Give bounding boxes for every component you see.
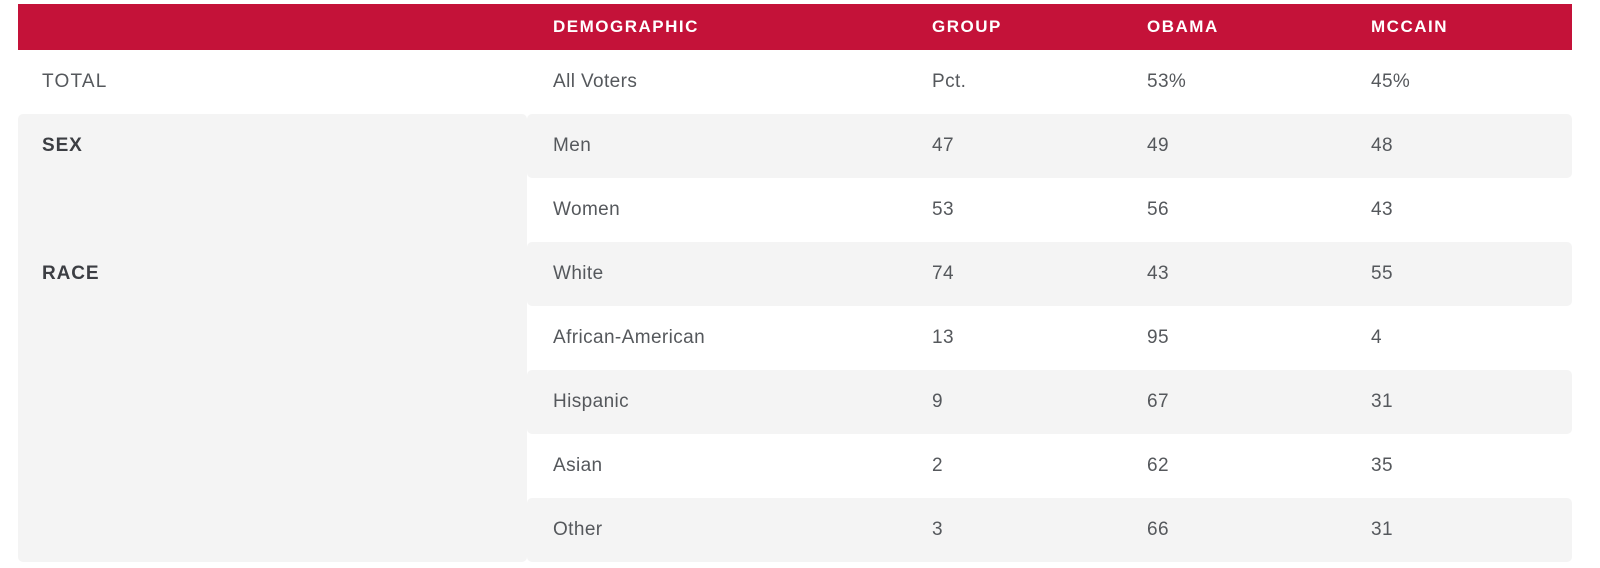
row-data-cells: All Voters Pct. 53% 45%: [527, 50, 1572, 114]
demographic-cell: Asian: [553, 455, 603, 476]
group-pct-cell: 3: [932, 519, 943, 540]
obama-cell: 66: [1147, 519, 1169, 540]
section-label: RACE: [42, 263, 100, 284]
table-row: SEX Men 47 49 48: [18, 114, 1572, 178]
obama-cell: 49: [1147, 135, 1169, 156]
column-header-mccain: MCCAIN: [1371, 17, 1448, 36]
mccain-cell: 55: [1371, 263, 1393, 284]
demographic-cell: Hispanic: [553, 391, 630, 412]
table-row: TOTAL All Voters Pct. 53% 45%: [18, 50, 1572, 114]
row-data-cells: Men 47 49 48: [527, 114, 1572, 178]
obama-cell: 62: [1147, 455, 1169, 476]
row-data-cells: Women 53 56 43: [527, 178, 1572, 242]
table-row: Women 53 56 43: [18, 178, 1572, 242]
section-label: [18, 434, 527, 498]
exit-poll-table: DEMOGRAPHIC GROUP OBAMA MCCAIN TOTAL All …: [18, 4, 1572, 562]
mccain-cell: 35: [1371, 455, 1393, 476]
column-header-group: GROUP: [932, 17, 1002, 36]
row-data-cells: Other 3 66 31: [527, 498, 1572, 562]
demographic-cell: African-American: [553, 327, 706, 348]
mccain-cell: 43: [1371, 199, 1393, 220]
table-row: RACE White 74 43 55: [18, 242, 1572, 306]
demographic-cell: Other: [553, 519, 603, 540]
group-pct-cell: 2: [932, 455, 943, 476]
column-header-obama: OBAMA: [1147, 17, 1219, 36]
obama-cell: 43: [1147, 263, 1169, 284]
demographic-cell: Men: [553, 135, 592, 156]
row-data-cells: Hispanic 9 67 31: [527, 370, 1572, 434]
mccain-cell: 48: [1371, 135, 1393, 156]
row-data-cells: White 74 43 55: [527, 242, 1572, 306]
demographic-cell: Women: [553, 199, 621, 220]
group-pct-cell: 74: [932, 263, 954, 284]
obama-cell: 95: [1147, 327, 1169, 348]
mccain-cell: 4: [1371, 327, 1382, 348]
table-row: Other 3 66 31: [18, 498, 1572, 562]
group-pct-cell: 13: [932, 327, 954, 348]
obama-cell: 56: [1147, 199, 1169, 220]
obama-cell: 67: [1147, 391, 1169, 412]
section-label: [18, 498, 527, 562]
mccain-cell: 31: [1371, 519, 1393, 540]
group-pct-cell: 47: [932, 135, 954, 156]
row-data-cells: Asian 2 62 35: [527, 434, 1572, 498]
section-label: [18, 370, 527, 434]
section-group-background: [18, 114, 527, 562]
row-data-cells: African-American 13 95 4: [527, 306, 1572, 370]
table-row: Hispanic 9 67 31: [18, 370, 1572, 434]
table-row: African-American 13 95 4: [18, 306, 1572, 370]
group-pct-cell: 53: [932, 199, 954, 220]
section-label: TOTAL: [42, 71, 108, 92]
table-header-row: DEMOGRAPHIC GROUP OBAMA MCCAIN: [18, 4, 1572, 50]
group-pct-cell: Pct.: [932, 71, 967, 92]
mccain-cell: 31: [1371, 391, 1393, 412]
section-label: [18, 178, 527, 242]
column-header-demographic: DEMOGRAPHIC: [553, 17, 699, 36]
table-body: TOTAL All Voters Pct. 53% 45% SEX Men 47 49 48 Wom…: [18, 50, 1572, 562]
table-row: Asian 2 62 35: [18, 434, 1572, 498]
demographic-cell: All Voters: [553, 71, 638, 92]
section-label: SEX: [42, 135, 83, 156]
obama-cell: 53%: [1147, 71, 1187, 92]
group-pct-cell: 9: [932, 391, 943, 412]
section-label: [18, 306, 527, 370]
mccain-cell: 45%: [1371, 71, 1411, 92]
demographic-cell: White: [553, 263, 604, 284]
